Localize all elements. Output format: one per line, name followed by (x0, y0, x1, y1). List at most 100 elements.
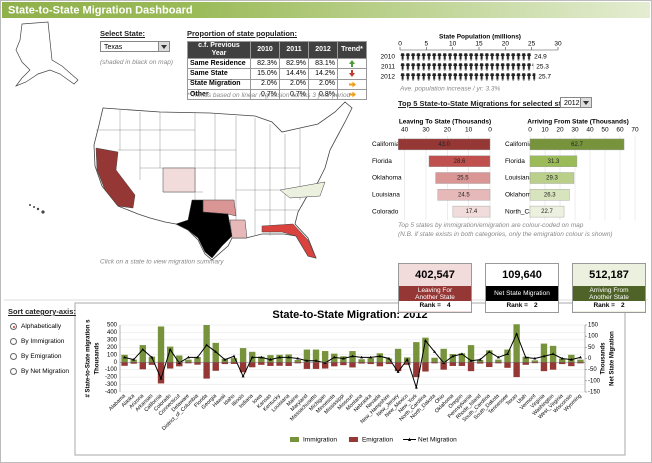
bar (321, 362, 329, 369)
bar (437, 189, 491, 201)
bar (121, 362, 128, 366)
line-marker (496, 355, 500, 359)
summary-label: Net State Migration (486, 286, 558, 301)
x-tick-label: 40 (401, 127, 409, 134)
line-marker (332, 355, 336, 359)
radio-button[interactable] (10, 353, 17, 360)
trend-arrow (348, 60, 355, 67)
value-label: 26.3 (544, 192, 556, 198)
x-tick-label: 0 (488, 127, 492, 134)
bar (435, 172, 491, 184)
line-marker (396, 370, 400, 373)
summary-value: 512,187 (589, 269, 629, 281)
radio-button[interactable] (10, 368, 17, 375)
bar (413, 342, 420, 363)
line-marker (196, 355, 199, 359)
row-value: 2.0% (279, 78, 309, 91)
bar (504, 362, 511, 368)
year-dropdown[interactable]: 2012 (560, 97, 592, 108)
radio-label: By Emigration (21, 353, 62, 360)
line-marker (506, 352, 509, 356)
dropdown-button[interactable] (580, 98, 591, 107)
row-value: 2.0% (250, 78, 280, 91)
sort-option[interactable]: By Emigration (10, 353, 61, 360)
y-tick-label: 300 (107, 337, 118, 343)
category-label: Louisiana (505, 175, 533, 182)
category-label: California (505, 141, 533, 148)
category-label: California (372, 141, 400, 148)
value-label: 28.6 (454, 159, 466, 165)
x-tick-label: 70 (631, 127, 639, 134)
radio-button[interactable] (10, 323, 17, 330)
bar (321, 351, 329, 363)
bar (294, 362, 301, 364)
bar (522, 356, 529, 363)
line-marker (560, 356, 564, 360)
radio-button[interactable] (10, 338, 17, 345)
bar (495, 359, 502, 363)
line-marker (250, 355, 254, 359)
bar (431, 357, 438, 363)
top5-title: Top 5 State-to-State Migrations for sele… (398, 99, 584, 108)
bar (276, 354, 283, 363)
row-value: 2.0% (308, 78, 338, 91)
state-dropdown[interactable]: Texas (100, 41, 170, 52)
bar (476, 362, 484, 364)
bar (467, 362, 475, 372)
state-colorado[interactable] (162, 167, 196, 193)
y2-tick-label: -50 (588, 367, 597, 373)
bar (513, 324, 520, 363)
line-marker (278, 355, 282, 359)
table-row: Same State 15.0% 14.4% 14.2% (187, 68, 367, 80)
state-florida[interactable] (261, 223, 317, 259)
line-marker (159, 377, 163, 380)
bar (452, 205, 491, 218)
state-texas[interactable] (175, 199, 233, 259)
bar (577, 359, 584, 363)
summary-rank: Rank = 4 (399, 301, 471, 311)
y2-tick-label: -150 (588, 390, 601, 396)
bar (422, 362, 429, 372)
rank-value: 2 (533, 302, 538, 309)
summary-box: 512,187 Arriving From Another State Rank =… (572, 263, 646, 313)
line-marker (433, 350, 437, 353)
bar (367, 358, 374, 363)
alaska[interactable] (14, 21, 79, 87)
line-marker (360, 355, 364, 359)
state-north-carolina[interactable] (279, 181, 326, 199)
sort-option[interactable]: By Net Migration (10, 368, 69, 375)
bar (431, 362, 438, 364)
dropdown-button[interactable] (158, 42, 169, 51)
state-california[interactable] (95, 147, 136, 209)
axis-title: Thousands (95, 342, 101, 375)
state-louisiana[interactable] (229, 219, 248, 239)
pictograph-bar (400, 63, 534, 71)
top5-note: (N.B. if state exists in both categories… (398, 231, 613, 238)
summary-label: Leaving For Another State (399, 286, 471, 301)
summary-box: 109,640 Net State Migration Rank = 2 (485, 263, 559, 313)
category-label: 2011 (381, 64, 395, 71)
axis-title: # State-to-State migration s (86, 319, 92, 398)
hawaii[interactable] (29, 204, 45, 214)
line-marker (387, 356, 391, 360)
table-header-cell: 2010 (250, 41, 280, 59)
sort-option[interactable]: Alphabetically (10, 323, 61, 330)
bar (258, 356, 265, 363)
bar (139, 345, 146, 363)
bar (476, 359, 484, 363)
header-bar (2, 2, 650, 18)
proportion-table: c.f. Previous Year 2010 2011 2012 Trend* Same… (187, 41, 367, 101)
legend-label: Net Migration (418, 437, 457, 444)
value-label: 62.7 (571, 142, 583, 148)
annotation: Ave. population increase / yr: 3.3% (399, 86, 501, 93)
map-note: Click on a state to view migration summa… (100, 259, 224, 266)
line-marker (323, 361, 327, 364)
line-marker (351, 354, 354, 358)
row-value: 14.4% (279, 68, 309, 80)
y2-tick-label: 50 (588, 345, 595, 351)
sort-option[interactable]: By Immigration (10, 338, 64, 345)
bar (185, 359, 192, 363)
line-marker (442, 361, 446, 364)
chart-title: Arriving From State (Thousands) (527, 119, 628, 126)
bar (340, 362, 347, 366)
